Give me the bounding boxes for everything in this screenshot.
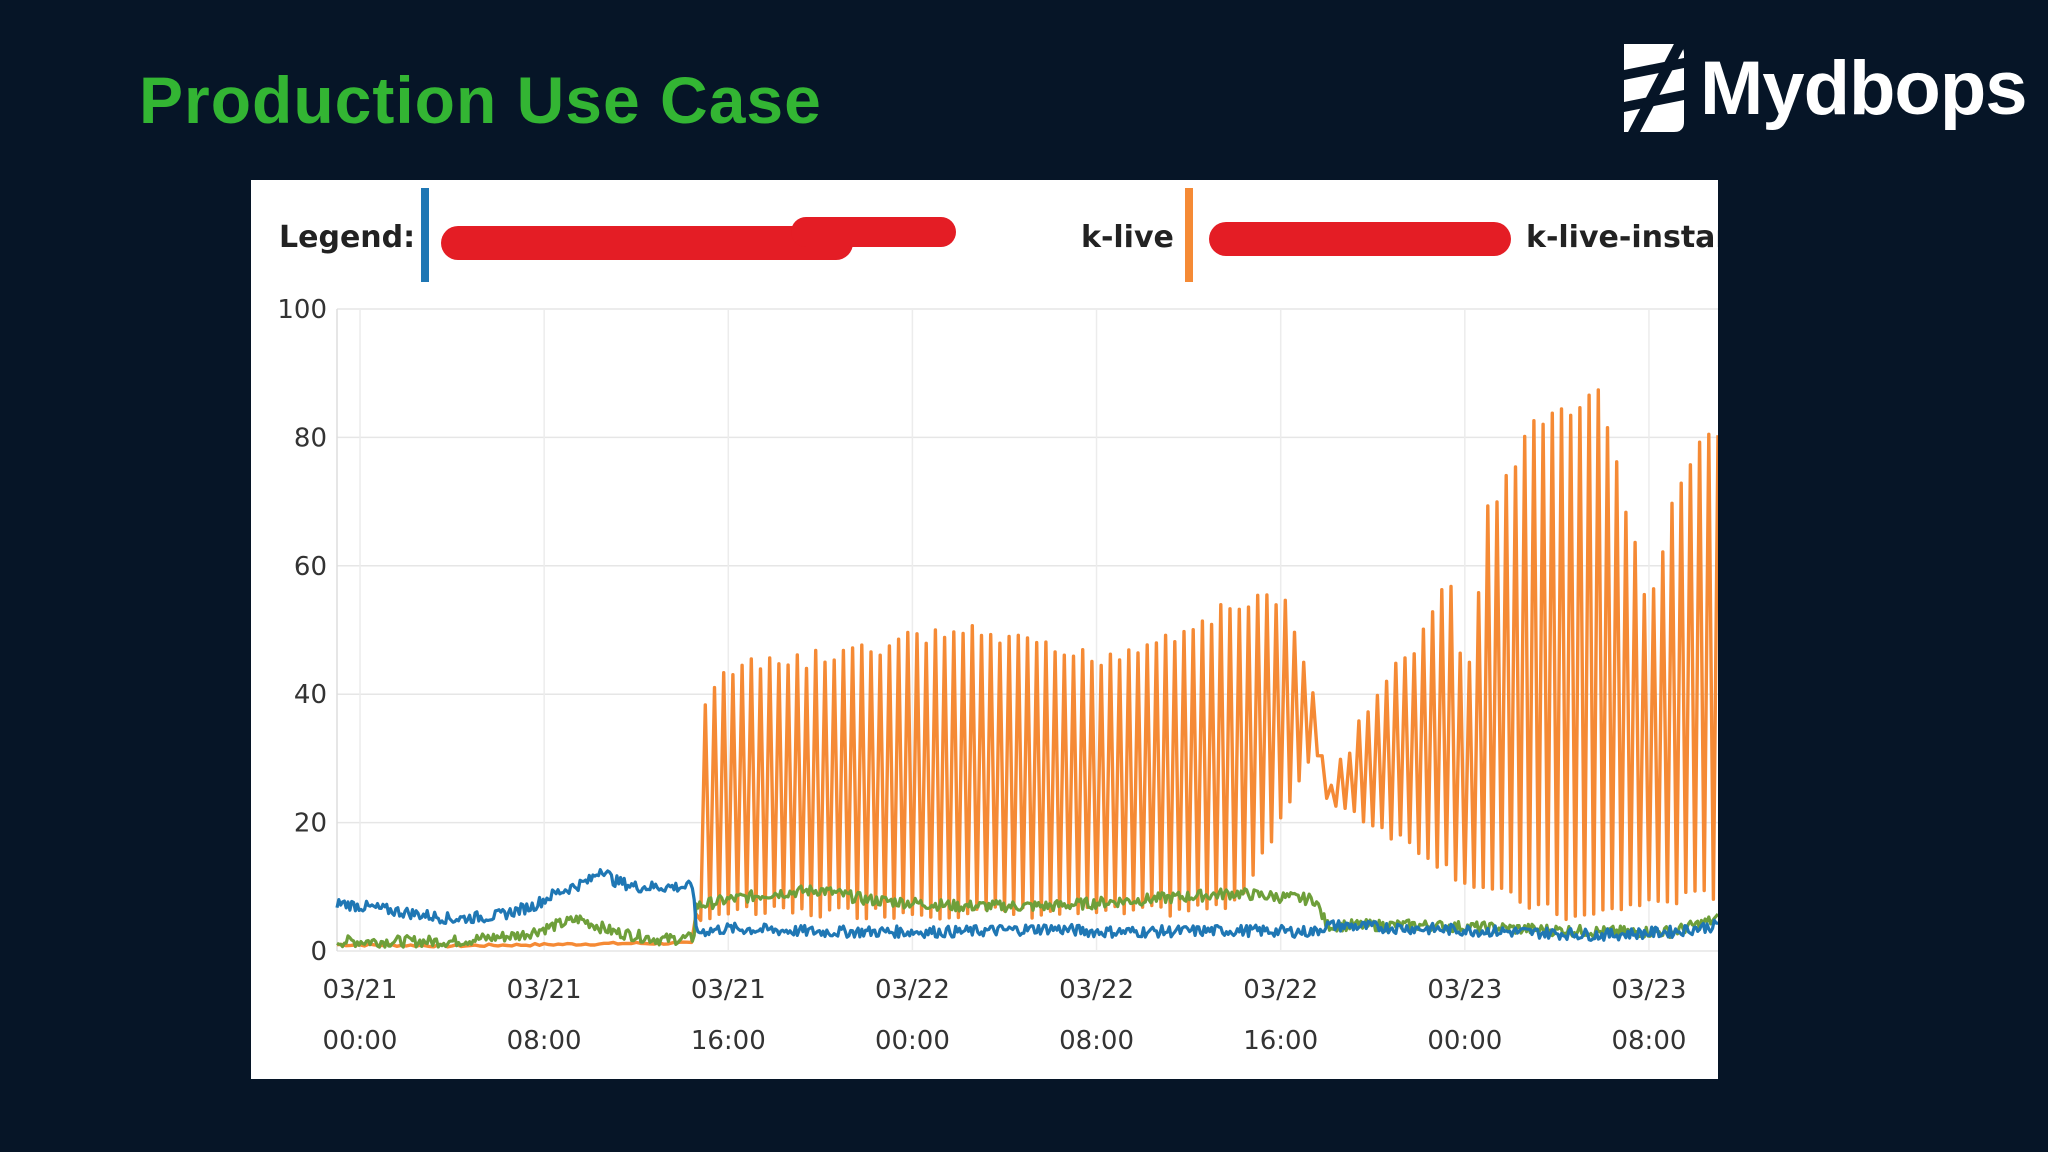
y-tick-label: 60 (294, 552, 327, 582)
x-tick-date: 03/23 (1427, 975, 1502, 1005)
y-tick-label: 0 (310, 937, 327, 967)
legend-entry-k-live: k-live (1081, 220, 1174, 255)
redaction-mark (1209, 222, 1511, 256)
legend-swatch-blue (421, 188, 429, 282)
x-tick-time: 08:00 (1059, 1026, 1134, 1056)
y-tick-label: 20 (294, 809, 327, 839)
x-tick-time: 00:00 (875, 1026, 950, 1056)
brand-logo: Mydbops (1616, 38, 2028, 138)
mydbops-logo-icon (1624, 40, 1686, 136)
x-tick-time: 08:00 (507, 1026, 582, 1056)
x-tick-time: 00:00 (323, 1026, 398, 1056)
legend-label: Legend: (279, 220, 416, 255)
legend-swatch-orange (1185, 188, 1193, 282)
y-tick-labels: 100 80 60 40 20 0 (277, 295, 327, 967)
brand-name: Mydbops (1700, 45, 2028, 131)
x-tick-labels: 03/21 00:00 03/21 08:00 03/21 16:00 03/22 00:00… (323, 975, 1687, 1056)
x-tick-time: 16:00 (691, 1026, 766, 1056)
x-tick-time: 00:00 (1427, 1026, 1502, 1056)
redaction-mark (441, 226, 853, 260)
redaction-mark (791, 217, 956, 247)
y-tick-label: 80 (294, 423, 327, 453)
x-tick-date: 03/21 (323, 975, 398, 1005)
y-tick-label: 100 (277, 295, 327, 325)
x-tick-date: 03/22 (1059, 975, 1134, 1005)
slide-title: Production Use Case (139, 63, 822, 137)
x-tick-date: 03/22 (1243, 975, 1318, 1005)
series-lines (335, 388, 1718, 949)
x-tick-date: 03/22 (875, 975, 950, 1005)
legend-entry-k-live-instan: k-live-instan (1526, 220, 1718, 255)
x-tick-date: 03/21 (691, 975, 766, 1005)
x-tick-time: 08:00 (1611, 1026, 1686, 1056)
x-tick-date: 03/23 (1611, 975, 1686, 1005)
x-tick-time: 16:00 (1243, 1026, 1318, 1056)
chart-card: Legend: k-live k-live-instan 100 80 60 40 20… (251, 180, 1718, 1079)
y-tick-label: 40 (294, 680, 327, 710)
line-chart: 100 80 60 40 20 0 03/21 00:00 03/21 08:00 03/21 16… (277, 295, 1718, 1056)
series-line-orange (336, 388, 1718, 949)
series-line-blue (335, 868, 1718, 942)
x-tick-date: 03/21 (507, 975, 582, 1005)
